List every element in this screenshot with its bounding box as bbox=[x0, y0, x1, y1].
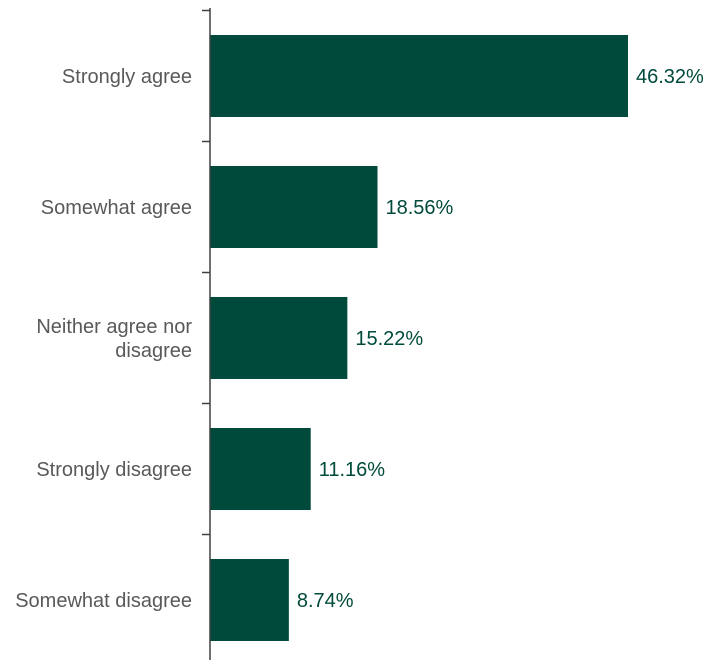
category-label: Somewhat agree bbox=[41, 197, 192, 219]
bar bbox=[210, 428, 311, 510]
category-label-line: Somewhat disagree bbox=[15, 590, 192, 612]
category-label-line: Somewhat agree bbox=[41, 197, 192, 219]
bars-layer bbox=[210, 35, 628, 641]
bar bbox=[210, 35, 628, 117]
bar bbox=[210, 297, 348, 379]
category-axis bbox=[202, 8, 211, 660]
category-label-line: disagree bbox=[115, 340, 192, 362]
value-label: 46.32% bbox=[636, 66, 704, 88]
value-label: 8.74% bbox=[297, 590, 354, 612]
labels-layer: 46.32% Strongly agree 18.56% Somewhat agree… bbox=[15, 66, 704, 612]
category-label-line: Strongly agree bbox=[62, 66, 192, 88]
category-label: Neither agree nor disagree bbox=[36, 316, 192, 362]
category-label-line: Neither agree nor bbox=[36, 316, 192, 338]
bar bbox=[210, 559, 289, 641]
category-label: Strongly disagree bbox=[36, 459, 192, 481]
category-label: Somewhat disagree bbox=[15, 590, 192, 612]
value-label: 18.56% bbox=[385, 197, 453, 219]
category-label: Strongly agree bbox=[62, 66, 192, 88]
category-label-line: Strongly disagree bbox=[36, 459, 192, 481]
value-label: 15.22% bbox=[355, 328, 423, 350]
bar bbox=[210, 166, 378, 248]
value-label: 11.16% bbox=[319, 459, 386, 481]
